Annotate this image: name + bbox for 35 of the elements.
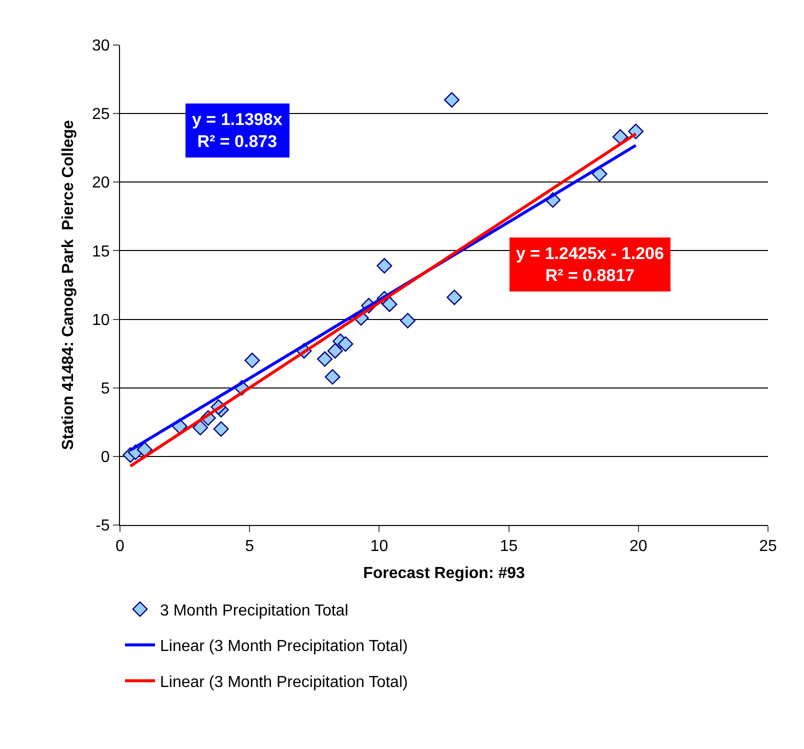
point [628,124,644,140]
y-tick-label: 5 [100,380,110,398]
x-tick-label: 20 [630,538,648,556]
y-tick-label: 30 [92,38,110,55]
annotation: y = 1.1398x R² = 0.873 [192,110,283,152]
y-tick-label: -5 [96,518,110,535]
point [446,290,462,306]
legend-label: Linear (3 Month Precipitation Total) [160,674,408,691]
legend-label: Linear (3 Month Precipitation Total) [160,638,408,656]
point [444,92,460,108]
point [213,421,229,437]
point [192,420,208,436]
point [324,369,340,385]
point [400,312,416,328]
x-tick-label: 10 [370,538,388,556]
point [244,352,260,368]
y-tick-label: 25 [92,106,110,124]
legend-label: 3 Month Precipitation Total [160,602,348,620]
point [338,336,354,352]
y-tick-label: 10 [92,312,110,329]
y-tick-label: 15 [92,243,110,260]
x-tick-label: 0 [116,538,125,556]
point [612,129,628,145]
point [376,258,392,274]
annotation: y = 1.2425x - 1.206 R² = 0.8817 [516,244,664,286]
x-tick-label: 25 [759,538,777,556]
x-tick-label: 15 [500,538,518,556]
point [327,343,343,359]
y-tick-label: 0 [100,449,110,466]
x-axis-title: Forecast Region: #93 [363,564,526,582]
x-tick-label: 5 [245,538,254,556]
y-tick-label: 20 [92,174,110,192]
point [382,296,398,312]
point [317,351,333,367]
y-axis-title: Station 41484: Canoga Park Pierce College [60,120,77,450]
